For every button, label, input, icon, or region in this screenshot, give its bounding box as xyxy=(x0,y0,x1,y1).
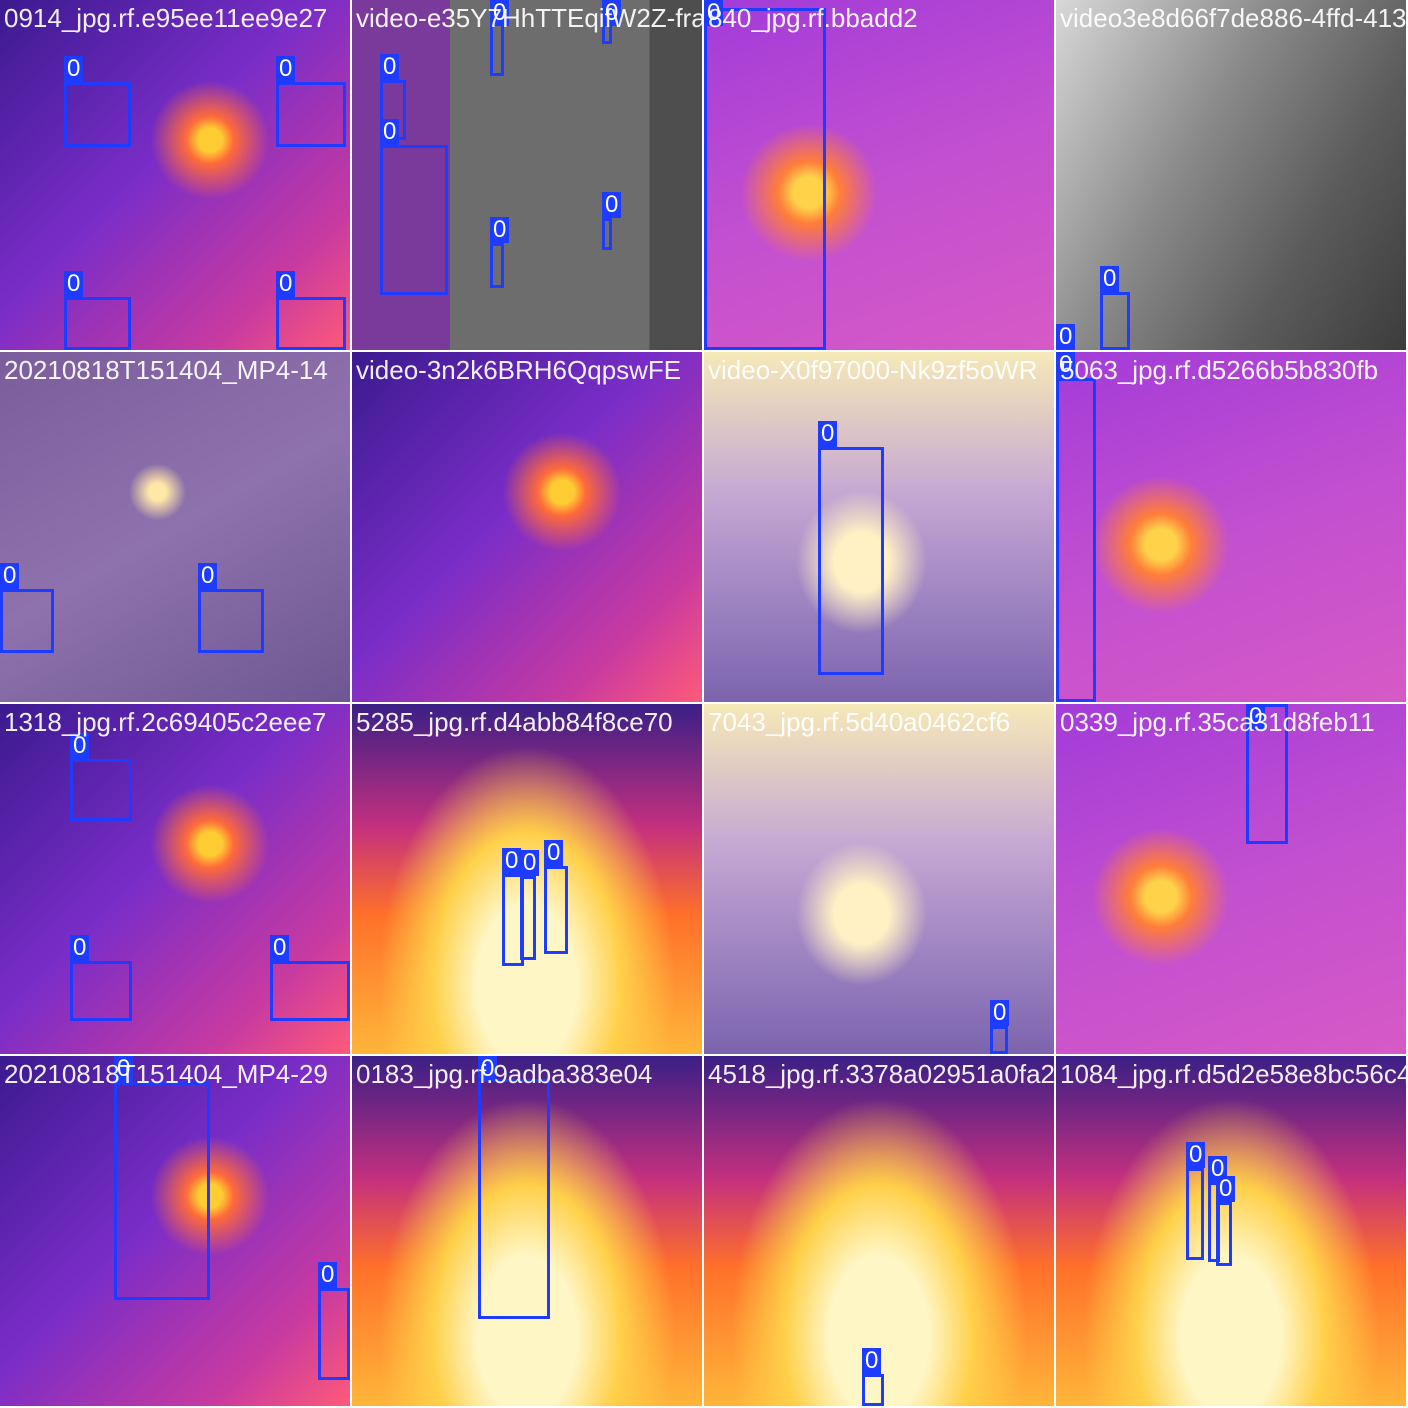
detection-class-label: 0 xyxy=(1216,1176,1236,1202)
detection-class-label: 0 xyxy=(544,840,564,866)
mosaic-tile: 0 7043_jpg.rf.5d40a0462cf6 xyxy=(704,704,1054,1054)
detection-class-label: 0 xyxy=(490,0,510,26)
mosaic-tile: video-3n2k6BRH6QqpswFE xyxy=(352,352,702,702)
detection-box xyxy=(1216,1202,1232,1266)
detection-box xyxy=(602,218,612,250)
detection-class-label: 0 xyxy=(270,935,290,961)
thermal-image xyxy=(704,0,1054,350)
thermal-image xyxy=(0,1056,350,1406)
thermal-image xyxy=(704,352,1054,702)
detection-class-label: 0 xyxy=(1100,266,1120,292)
detection-box xyxy=(520,876,536,960)
detection-class-label: 0 xyxy=(70,733,90,759)
detection-box xyxy=(1246,704,1288,844)
thermal-image xyxy=(352,1056,702,1406)
mosaic-tile: 0 4518_jpg.rf.3378a02951a0fa2 xyxy=(704,1056,1054,1406)
detection-box xyxy=(862,1374,884,1406)
detection-box xyxy=(1056,378,1096,702)
detection-box xyxy=(318,1288,350,1380)
detection-box xyxy=(490,243,504,288)
mosaic-tile: 0 0 0 0 0914_jpg.rf.e95ee11ee9e27 xyxy=(0,0,350,350)
detection-box xyxy=(1100,292,1130,350)
detection-class-label: 0 xyxy=(70,935,90,961)
thermal-image xyxy=(1056,704,1406,1054)
detection-box xyxy=(64,297,131,350)
detection-class-label: 0 xyxy=(276,271,296,297)
detection-box xyxy=(380,145,448,295)
mosaic-tile: 0 840_jpg.rf.bbadd2 xyxy=(704,0,1054,350)
detection-class-label: 0 xyxy=(602,192,622,218)
detection-box xyxy=(704,8,826,350)
detection-box xyxy=(478,1079,550,1319)
detection-box xyxy=(276,82,346,147)
thermal-image xyxy=(704,704,1054,1054)
detection-class-label: 0 xyxy=(502,848,522,874)
detection-box xyxy=(544,866,568,954)
mosaic-tile: 0 0 20210818T151404_MP4-14 xyxy=(0,352,350,702)
detection-class-label: 0 xyxy=(380,119,400,145)
thermal-image xyxy=(0,352,350,702)
mosaic-tile: 0 video-X0f97000-Nk9zf5oWR xyxy=(704,352,1054,702)
mosaic-tile: 0 0 20210818T151404_MP4-29 xyxy=(0,1056,350,1406)
detection-class-label: 0 xyxy=(114,1056,134,1082)
detection-box xyxy=(818,447,884,675)
detection-class-label: 0 xyxy=(1246,704,1266,730)
detection-class-label: 0 xyxy=(276,56,296,82)
thermal-image xyxy=(352,0,702,350)
detection-class-label: 0 xyxy=(380,54,400,80)
detection-class-label: 0 xyxy=(1186,1142,1206,1168)
mosaic-tile: 0 0183_jpg.rf.9adba383e04 xyxy=(352,1056,702,1406)
thermal-image xyxy=(352,704,702,1054)
detection-box xyxy=(70,759,132,821)
detection-class-label: 0 xyxy=(198,563,218,589)
mosaic-tile: 0 0339_jpg.rf.35ca31d8feb11 xyxy=(1056,704,1406,1054)
detection-class-label: 0 xyxy=(1056,352,1076,378)
detection-class-label: 0 xyxy=(0,563,20,589)
detection-class-label: 0 xyxy=(1056,324,1076,350)
detection-class-label: 0 xyxy=(64,271,84,297)
detection-class-label: 0 xyxy=(990,1000,1010,1026)
detection-box xyxy=(64,82,131,147)
detection-box xyxy=(276,297,346,350)
mosaic-tile: 0 0 0 1318_jpg.rf.2c69405c2eee7 xyxy=(0,704,350,1054)
detection-class-label: 0 xyxy=(490,217,510,243)
detection-class-label: 0 xyxy=(318,1262,338,1288)
thermal-image xyxy=(0,704,350,1054)
detection-box xyxy=(270,961,350,1021)
mosaic-tile: 000000video-e35Y7HhTTEqifW2Z-frame-00574… xyxy=(352,0,702,350)
detection-box xyxy=(70,961,132,1021)
detection-class-label: 0 xyxy=(520,850,540,876)
detection-box xyxy=(198,589,264,653)
detection-class-label: 0 xyxy=(64,56,84,82)
detection-box xyxy=(0,589,54,653)
mosaic-tile: 0 0 0 1084_jpg.rf.d5d2e58e8bc56c4 xyxy=(1056,1056,1406,1406)
detection-class-label: 0 xyxy=(602,0,622,26)
detection-box xyxy=(114,1082,210,1300)
thermal-image xyxy=(704,1056,1054,1406)
detection-class-label: 0 xyxy=(704,0,724,26)
detection-class-label: 0 xyxy=(1208,1156,1228,1182)
mosaic-tile: 0 0 0 5285_jpg.rf.d4abb84f8ce70 xyxy=(352,704,702,1054)
thermal-image xyxy=(352,352,702,702)
detection-class-label: 0 xyxy=(818,421,838,447)
detection-class-label: 0 xyxy=(478,1056,498,1082)
mosaic-tile: 0 5063_jpg.rf.d5266b5b830fb xyxy=(1056,352,1406,702)
thermal-image xyxy=(1056,352,1406,702)
detection-box xyxy=(990,1026,1008,1054)
detection-box xyxy=(1186,1168,1204,1260)
detection-class-label: 0 xyxy=(862,1348,882,1374)
